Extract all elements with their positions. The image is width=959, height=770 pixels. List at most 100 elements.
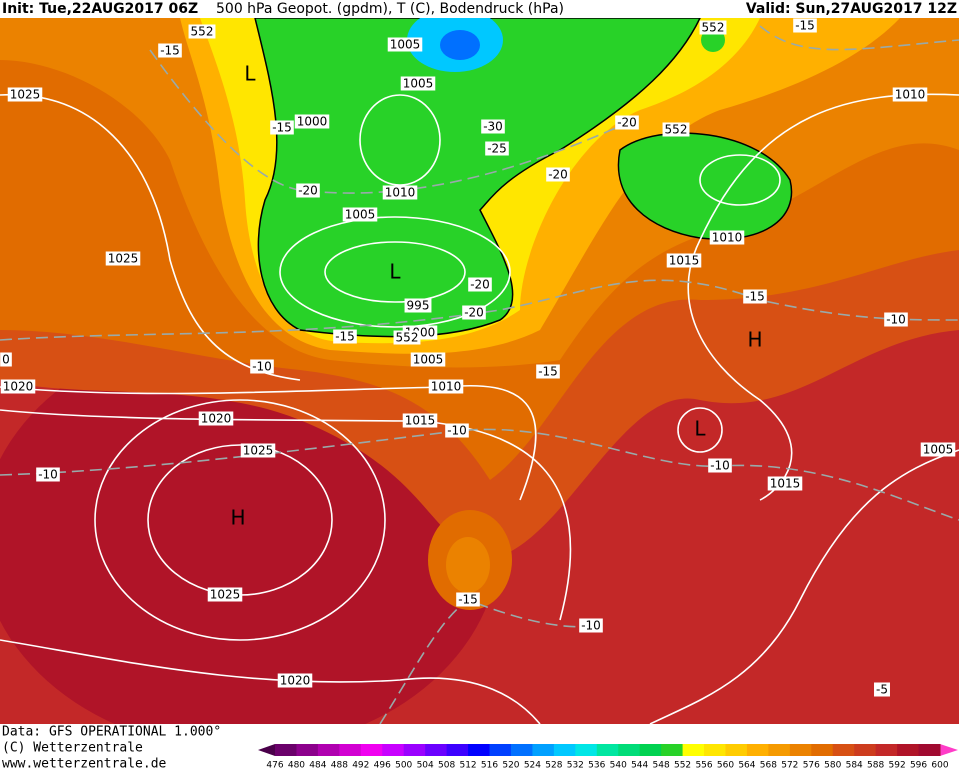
colorbar-swatch xyxy=(553,744,576,756)
colorbar-swatch xyxy=(832,744,855,756)
contour-label: -10 xyxy=(886,313,906,327)
colorbar-swatch xyxy=(403,744,426,756)
data-source: Data: GFS OPERATIONAL 1.000° xyxy=(2,725,221,740)
contour-label: -20 xyxy=(298,184,318,198)
website: www.wetterzentrale.de xyxy=(2,757,167,770)
colorbar-swatch xyxy=(296,744,319,756)
colorbar-tick: 484 xyxy=(309,761,326,770)
colorbar-tick: 560 xyxy=(717,761,734,770)
colorbar-over xyxy=(940,744,958,756)
colorbar-swatch xyxy=(725,744,748,756)
label-bg xyxy=(699,20,727,35)
contour-label: -15 xyxy=(795,19,815,33)
colorbar-swatch xyxy=(446,744,469,756)
label-bg xyxy=(920,442,956,457)
colorbar-swatch xyxy=(532,744,555,756)
colorbar-tick: 496 xyxy=(374,761,391,770)
contour-label: -15 xyxy=(745,290,765,304)
label-bg xyxy=(410,352,446,367)
label-bg xyxy=(468,277,492,292)
label-bg xyxy=(240,443,276,458)
label-bg xyxy=(743,289,767,304)
label-bg xyxy=(767,476,803,491)
contour-label: 1015 xyxy=(770,477,801,491)
colorbar-tick: 580 xyxy=(824,761,841,770)
contour-label: -15 xyxy=(160,44,180,58)
colorbar-tick: 568 xyxy=(760,761,777,770)
contour-label: -10 xyxy=(252,360,272,374)
colorbar-tick: 512 xyxy=(459,761,476,770)
contour-label: 1015 xyxy=(405,414,436,428)
colorbar-swatch xyxy=(339,744,362,756)
contour-label: 1005 xyxy=(413,353,444,367)
colorbar-swatch xyxy=(661,744,684,756)
colorbar-swatch xyxy=(275,744,297,756)
contour-label: -5 xyxy=(876,683,888,697)
contour-label: 552 xyxy=(191,25,214,39)
label-bg xyxy=(536,364,560,379)
label-bg xyxy=(708,458,732,473)
colorbar-swatch xyxy=(425,744,448,756)
colorbar-tick: 488 xyxy=(331,761,348,770)
contour-label: 1015 xyxy=(669,254,700,268)
colorbar-swatch xyxy=(768,744,791,756)
contour-label: 1005 xyxy=(390,38,421,52)
label-bg xyxy=(198,411,234,426)
label-bg xyxy=(445,423,469,438)
label-bg xyxy=(382,185,418,200)
contour-label: 552 xyxy=(396,331,419,345)
colorbar-tick: 492 xyxy=(352,761,369,770)
colorbar-tick: 500 xyxy=(395,761,412,770)
colorbar-swatch xyxy=(811,744,834,756)
contour-label: 1020 xyxy=(280,674,311,688)
label-bg xyxy=(333,329,357,344)
colorbar-swatch xyxy=(575,744,598,756)
contour-label: -20 xyxy=(464,306,484,320)
contour-label: 552 xyxy=(665,123,688,137)
contour-label: -10 xyxy=(447,424,467,438)
colorbar-tick: 520 xyxy=(502,761,519,770)
colorbar-swatch xyxy=(875,744,898,756)
colorbar: 476 480 484 488 492 496 500 504 508 512 516 520 524 5… xyxy=(258,744,958,770)
label-bg xyxy=(404,298,432,313)
colorbar-under xyxy=(258,744,275,756)
contour-label: -20 xyxy=(548,168,568,182)
contour-label: 1010 xyxy=(431,380,462,394)
contour-label: 1005 xyxy=(345,208,376,222)
contour-label: 0 xyxy=(2,353,10,367)
colorbar-swatch xyxy=(489,744,512,756)
label-bg xyxy=(277,673,313,688)
init-time: Init: Tue,22AUG2017 06Z xyxy=(2,1,198,17)
colorbar-swatch xyxy=(789,744,812,756)
colorbar-tick: 592 xyxy=(889,761,906,770)
contour-label: 1020 xyxy=(3,380,34,394)
colorbar-tick: 576 xyxy=(803,761,820,770)
copyright: (C) Wetterzentrale xyxy=(2,741,143,756)
contour-label: 1025 xyxy=(243,444,274,458)
label-bg xyxy=(188,24,216,39)
colorbar-swatch xyxy=(704,744,726,756)
colorbar-tick: 532 xyxy=(567,761,584,770)
colorbar-swatch xyxy=(317,744,340,756)
colorbar-tick: 572 xyxy=(781,761,798,770)
contour-label: -15 xyxy=(272,121,292,135)
contour-label: 1020 xyxy=(201,412,232,426)
label-bg xyxy=(0,352,12,367)
label-bg xyxy=(36,467,60,482)
label-bg xyxy=(546,167,570,182)
label-bg xyxy=(250,359,274,374)
colorbar-tick: 584 xyxy=(846,761,863,770)
contour-label: 1025 xyxy=(108,252,139,266)
label-bg xyxy=(158,43,182,58)
valid-time: Valid: Sun,27AUG2017 12Z xyxy=(746,1,957,17)
contour-label: 552 xyxy=(702,21,725,35)
map-labels: 10051005100010101005L9951000100510101015… xyxy=(0,18,956,697)
map xyxy=(0,18,959,724)
contour-label: -30 xyxy=(483,120,503,134)
label-bg xyxy=(793,18,817,33)
label-bg xyxy=(387,37,423,52)
contour-label: -15 xyxy=(538,365,558,379)
colorbar-swatch xyxy=(382,744,405,756)
contour-label: -25 xyxy=(487,142,507,156)
contour-label: 995 xyxy=(407,299,430,313)
